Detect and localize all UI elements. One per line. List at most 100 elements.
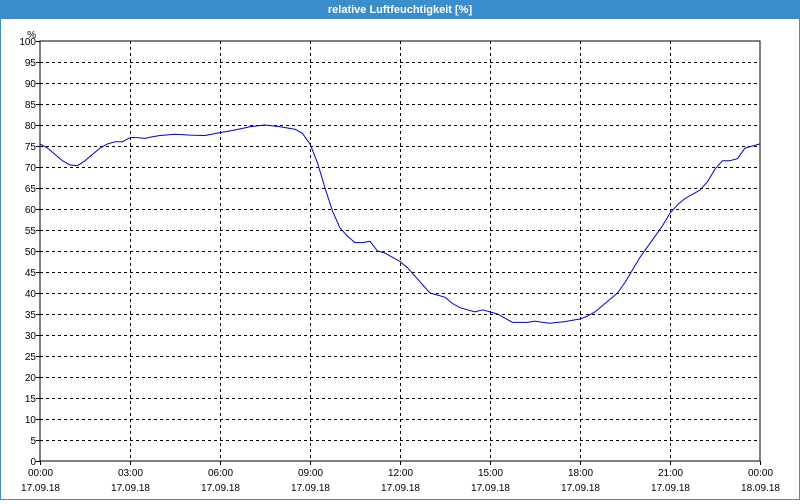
x-tick-time-label: 00:00 — [748, 468, 773, 479]
x-tick-date-label: 18.09.18 — [741, 483, 780, 494]
data-point — [587, 316, 588, 317]
data-point — [159, 135, 160, 136]
data-point — [377, 250, 378, 251]
data-point — [752, 145, 753, 146]
data-point — [174, 134, 175, 135]
data-point — [452, 303, 453, 304]
data-point — [722, 160, 723, 161]
data-point — [444, 297, 445, 298]
y-tick-label: 85 — [25, 100, 37, 111]
data-point — [429, 292, 430, 293]
y-tick-label: 60 — [25, 205, 37, 216]
data-point — [744, 148, 745, 149]
data-point — [759, 143, 760, 144]
y-tick-label: 100 — [19, 37, 36, 48]
x-tick-date-label: 17.09.18 — [291, 483, 330, 494]
data-point — [414, 276, 415, 277]
data-point — [362, 242, 363, 243]
data-point — [317, 162, 318, 163]
data-point — [624, 282, 625, 283]
data-point — [542, 322, 543, 323]
data-point — [354, 242, 355, 243]
x-tick-date-label: 17.09.18 — [111, 483, 150, 494]
y-tick-label: 75 — [25, 142, 37, 153]
data-point — [669, 213, 670, 214]
data-point — [594, 311, 595, 312]
data-point — [609, 299, 610, 300]
data-point — [549, 323, 550, 324]
data-point — [204, 135, 205, 136]
window-title: relative Luftfeuchtigkeit [%] — [1, 1, 799, 19]
y-tick-label: 20 — [25, 373, 37, 384]
data-point — [564, 321, 565, 322]
x-tick-date-label: 17.09.18 — [21, 483, 60, 494]
data-point — [294, 129, 295, 130]
data-point — [707, 181, 708, 182]
data-point — [459, 307, 460, 308]
data-point — [39, 143, 40, 144]
data-point — [617, 292, 618, 293]
data-point — [527, 322, 528, 323]
data-point — [152, 136, 153, 137]
chart-area: 0 5 10 15 20 25 30 35 40 45 50 55 60 65 70 75 80 85 90 95 10… — [1, 20, 799, 499]
y-tick-label: 50 — [25, 247, 37, 258]
humidity-series-line — [39, 124, 761, 324]
y-tick-label: 95 — [25, 58, 37, 69]
x-tick-date-label: 17.09.18 — [381, 483, 420, 494]
data-point — [309, 143, 310, 144]
y-tick-label: 5 — [30, 436, 36, 447]
y-tick-label: 30 — [25, 331, 37, 342]
data-point — [437, 295, 438, 296]
data-point — [332, 211, 333, 212]
y-tick-label: 15 — [25, 394, 37, 405]
data-point — [347, 236, 348, 237]
y-tick-label: 70 — [25, 163, 37, 174]
data-point — [144, 138, 145, 139]
data-point — [369, 241, 370, 242]
data-point — [677, 204, 678, 205]
data-point — [699, 190, 700, 191]
y-tick-label: 90 — [25, 79, 37, 90]
data-point — [219, 132, 220, 133]
x-tick-time-label: 09:00 — [298, 468, 323, 479]
data-point — [69, 164, 70, 165]
y-tick-label: 65 — [25, 184, 37, 195]
data-point — [114, 141, 115, 142]
data-point — [572, 320, 573, 321]
data-point — [684, 198, 685, 199]
data-point — [62, 160, 63, 161]
y-tick-label: 0 — [30, 457, 36, 468]
data-point — [497, 313, 498, 314]
data-point — [467, 309, 468, 310]
data-point — [519, 322, 520, 323]
data-point — [234, 129, 235, 130]
y-tick-label: 25 — [25, 352, 37, 363]
data-point — [407, 267, 408, 268]
x-tick-time-label: 03:00 — [118, 468, 143, 479]
x-tick-time-label: 18:00 — [568, 468, 593, 479]
data-point — [662, 225, 663, 226]
x-tick-date-label: 17.09.18 — [561, 483, 600, 494]
y-tick-label: 40 — [25, 289, 37, 300]
data-point — [392, 257, 393, 258]
x-tick-date-label: 17.09.18 — [471, 483, 510, 494]
data-point — [654, 236, 655, 237]
data-point — [84, 160, 85, 161]
data-point — [579, 318, 580, 319]
y-tick-label: 80 — [25, 121, 37, 132]
humidity-line-chart: 0 5 10 15 20 25 30 35 40 45 50 55 60 65 70 75 80 85 90 95 10… — [19, 30, 780, 494]
data-point — [137, 137, 138, 138]
data-point — [324, 187, 325, 188]
data-point — [129, 137, 130, 138]
data-point — [602, 305, 603, 306]
x-tick-time-label: 21:00 — [658, 468, 683, 479]
x-tick-date-label: 17.09.18 — [201, 483, 240, 494]
data-point — [632, 269, 633, 270]
x-tick-time-label: 06:00 — [208, 468, 233, 479]
y-tick-label: 45 — [25, 268, 37, 279]
data-point — [489, 311, 490, 312]
data-point — [504, 318, 505, 319]
data-point — [107, 143, 108, 144]
data-point — [384, 253, 385, 254]
